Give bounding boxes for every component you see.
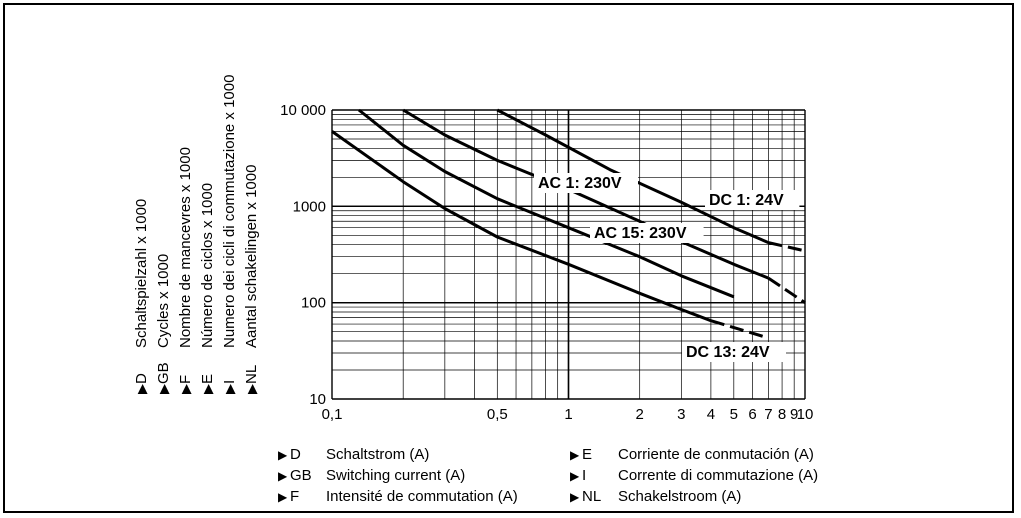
chart-series-labels: DC 1: 24V AC 1: 230V AC 15: 230V DC 13: 24V (534, 173, 800, 362)
language-code: D (290, 446, 301, 463)
x-tick-label: 9 (790, 406, 798, 423)
series-curve-1 (402, 108, 769, 280)
series-label-background (682, 342, 786, 362)
triangle-icon: ▶ (570, 448, 580, 462)
axis-label-text: Corrente di commutazione (A) (618, 467, 819, 484)
chart-curves (331, 108, 806, 340)
series-label-background (534, 173, 638, 193)
axis-label-text: Switching current (A) (326, 467, 466, 484)
figure-frame (3, 3, 1014, 513)
x-axis-label-i: ▶ I Corrente di commutazione (A) (570, 467, 818, 484)
language-code: E (582, 446, 593, 463)
series-label: AC 15: 230V (594, 225, 687, 242)
language-code: GB (290, 467, 312, 484)
series-curve-extension-0 (768, 241, 806, 253)
series-curve-2 (357, 108, 735, 299)
series-curve-extension-1 (767, 276, 806, 304)
language-code: I (582, 467, 587, 484)
x-tick-label: 10 (797, 406, 814, 423)
x-tick-label: 8 (778, 406, 786, 423)
x-tick-label: 7 (764, 406, 772, 423)
x-tick-label: 4 (707, 406, 715, 423)
y-tick-label: 10 (309, 391, 326, 408)
x-axis-label-f: ▶ F Intensité de commutation (A) (278, 488, 518, 505)
x-tick-label: 6 (748, 406, 756, 423)
y-tick-label: 1000 (293, 198, 326, 215)
language-code: NL (582, 488, 602, 505)
x-axis-label-d: ▶ D Schaltstrom (A) (278, 446, 429, 463)
chart-grid (331, 109, 806, 400)
series-curve-extension-3 (710, 319, 769, 340)
triangle-icon: ▶ (570, 490, 580, 504)
y-tick-label: 10 000 (280, 102, 326, 119)
series-label-background (590, 223, 704, 243)
x-tick-label: 0,5 (487, 406, 508, 423)
x-tick-label: 0,1 (322, 406, 343, 423)
axis-label-text: Corriente de conmutación (A) (618, 446, 814, 463)
series-label: DC 1: 24V (709, 192, 784, 209)
triangle-icon: ▶ (278, 469, 288, 483)
x-tick-label: 3 (677, 406, 685, 423)
x-axis-label-e: ▶ E Corriente de conmutación (A) (570, 446, 814, 463)
axis-label-text: Intensité de commutation (A) (326, 488, 518, 505)
triangle-icon: ▶ (570, 469, 580, 483)
x-tick-label: 5 (730, 406, 738, 423)
series-label: DC 13: 24V (686, 344, 770, 361)
x-tick-label: 1 (564, 406, 572, 423)
y-tick-label: 100 (301, 295, 326, 312)
axis-label-text: Schaltstrom (A) (326, 446, 430, 463)
series-curve-0 (496, 108, 769, 244)
x-axis-label-gb: ▶ GB Switching current (A) (278, 467, 465, 484)
triangle-icon: ▶ (278, 448, 288, 462)
x-axis-label-nl: ▶ NL Schakelstroom (A) (570, 488, 741, 505)
series-label-background (705, 190, 800, 210)
series-label: AC 1: 230V (538, 175, 622, 192)
triangle-icon: ▶ (278, 490, 288, 504)
language-code: F (290, 488, 300, 505)
axis-label-text: Schakelstroom (A) (618, 488, 742, 505)
series-curve-3 (331, 130, 712, 323)
x-tick-label: 2 (636, 406, 644, 423)
